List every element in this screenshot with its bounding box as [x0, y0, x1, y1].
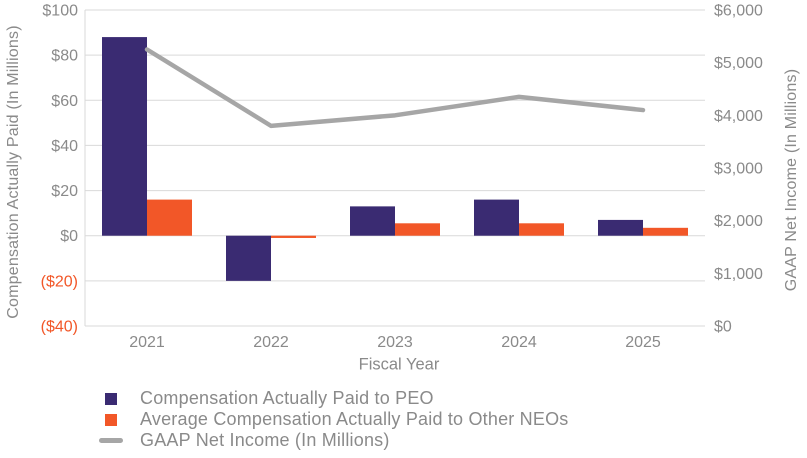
right-axis-tick-label: $0	[714, 319, 732, 336]
right-axis-tick-label: $6,000	[714, 3, 763, 20]
bar-cap-other-neos-2021	[147, 199, 192, 236]
bar-cap-peo-2024	[474, 199, 519, 236]
gaap-line-swatch-icon	[99, 438, 123, 443]
left-axis-tick-label: $100	[42, 3, 78, 20]
left-axis-title: Compensation Actually Paid (In Millions)	[5, 25, 22, 319]
right-axis-tick-label: $5,000	[714, 55, 763, 72]
legend-item-cap-peo: Compensation Actually Paid to PEO	[99, 388, 569, 409]
left-axis-tick-label: ($20)	[41, 273, 78, 290]
x-axis-tick-label: 2021	[129, 334, 165, 351]
bar-cap-peo-2023	[350, 206, 395, 236]
x-axis-tick-label: 2023	[377, 334, 413, 351]
legend-marker-box	[99, 413, 123, 426]
bar-cap-peo-2022	[226, 235, 271, 281]
x-axis-title: Fiscal Year	[358, 355, 440, 374]
x-axis-tick-label: 2022	[253, 334, 289, 351]
line-gaap-net-income	[144, 47, 646, 129]
legend-item-gaap-net-income: GAAP Net Income (In Millions)	[99, 430, 569, 451]
neos-bar-swatch-icon	[105, 413, 117, 426]
x-axis-tick-label: 2025	[625, 334, 661, 351]
legend-label: Average Compensation Actually Paid to Ot…	[140, 409, 569, 429]
peo-bar-swatch-icon	[105, 392, 117, 405]
left-axis-tick-label: $0	[60, 228, 78, 245]
right-axis-title: GAAP Net Income (In Millions)	[783, 68, 800, 292]
right-axis-tick-label: $2,000	[714, 213, 763, 230]
bar-cap-other-neos-2024	[519, 223, 564, 236]
legend: Compensation Actually Paid to PEO Averag…	[99, 388, 569, 451]
left-axis-tick-label: $40	[51, 138, 78, 155]
left-axis-tick-label: $80	[51, 48, 78, 65]
right-axis-tick-label: $3,000	[714, 161, 763, 178]
legend-marker-box	[99, 438, 123, 443]
legend-marker-box	[99, 392, 123, 405]
bar-cap-other-neos-2025	[643, 227, 688, 236]
bar-cap-other-neos-2023	[395, 223, 440, 236]
bar-cap-peo-2021	[102, 37, 147, 236]
bar-cap-peo-2025	[598, 219, 643, 236]
left-axis-tick-label: $20	[51, 183, 78, 200]
legend-item-cap-other-neos: Average Compensation Actually Paid to Ot…	[99, 409, 569, 430]
bar-cap-other-neos-2022	[271, 235, 316, 238]
right-axis-tick-label: $1,000	[714, 266, 763, 283]
legend-label: GAAP Net Income (In Millions)	[140, 430, 390, 450]
plot-area: $100 $80 $60 $40 $20 $0 ($20) ($40) $6,000 $5,000…	[41, 3, 763, 352]
legend-label: Compensation Actually Paid to PEO	[140, 388, 434, 408]
right-axis-tick-label: $4,000	[714, 108, 763, 125]
x-axis-tick-label: 2024	[501, 334, 537, 351]
left-axis-tick-label: $60	[51, 93, 78, 110]
left-axis-tick-label: ($40)	[41, 319, 78, 336]
